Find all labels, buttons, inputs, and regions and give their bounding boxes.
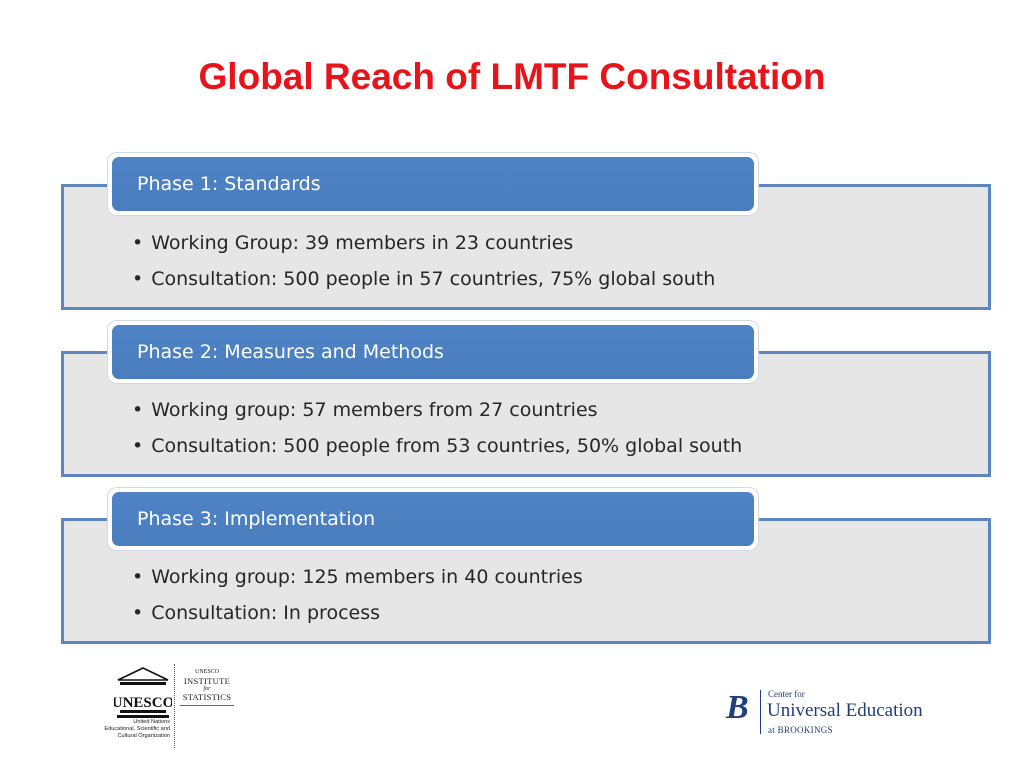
unesco-org-name: United Nations Educational, Scientific a… — [88, 719, 170, 740]
unesco-org-line-3: Cultural Organization — [117, 733, 170, 739]
unesco-temple-icon: UNESCO — [114, 667, 172, 718]
phase-2-bullet-2: Consultation: 500 people from 53 countri… — [132, 428, 742, 464]
phase-3-bullet-1: Working group: 125 members in 40 countri… — [132, 559, 583, 595]
uis-rule — [180, 705, 234, 706]
unesco-org-line-2: Educational, Scientific and — [104, 726, 170, 732]
phase-2-header: Phase 2: Measures and Methods — [107, 320, 759, 384]
phase-3-header: Phase 3: Implementation — [107, 487, 759, 551]
phase-1-bullet-2: Consultation: 500 people in 57 countries… — [132, 261, 715, 297]
phase-1-header: Phase 1: Standards — [107, 152, 759, 216]
brookings-at: at BROOKINGS — [768, 725, 833, 735]
brookings-divider — [760, 690, 761, 734]
brookings-b-icon: B — [726, 689, 749, 726]
phase-3-bullets: Working group: 125 members in 40 countri… — [132, 559, 583, 631]
uis-line-1: UNESCO — [194, 669, 219, 675]
brookings-name: Universal Education — [767, 700, 923, 721]
phase-3-bullet-2: Consultation: In process — [132, 595, 583, 631]
unesco-wordmark: UNESCO — [114, 695, 172, 711]
unesco-logo: UNESCO United Nations Educational, Scien… — [88, 662, 248, 748]
unesco-divider — [174, 664, 175, 748]
phase-2-header-label: Phase 2: Measures and Methods — [112, 325, 754, 379]
unesco-org-line-1: United Nations — [133, 719, 170, 725]
uis-line-2: INSTITUTE — [183, 676, 231, 686]
page-title: Global Reach of LMTF Consultation — [198, 56, 826, 97]
phase-1-header-label: Phase 1: Standards — [112, 157, 754, 211]
phase-2-bullets: Working group: 57 members from 27 countr… — [132, 392, 742, 464]
uis-line-4: STATISTICS — [182, 692, 232, 702]
phase-2-bullet-1: Working group: 57 members from 27 countr… — [132, 392, 742, 428]
uis-logo: UNESCO INSTITUTE for STATISTICS — [180, 668, 234, 706]
brookings-center-for: Center for — [768, 689, 805, 699]
phase-1-bullets: Working Group: 39 members in 23 countrie… — [132, 225, 715, 297]
uis-line-3: for — [203, 686, 211, 692]
phase-3-header-label: Phase 3: Implementation — [112, 492, 754, 546]
phase-1-bullet-1: Working Group: 39 members in 23 countrie… — [132, 225, 715, 261]
brookings-logo: B Center for Universal Education at BROO… — [722, 688, 962, 740]
